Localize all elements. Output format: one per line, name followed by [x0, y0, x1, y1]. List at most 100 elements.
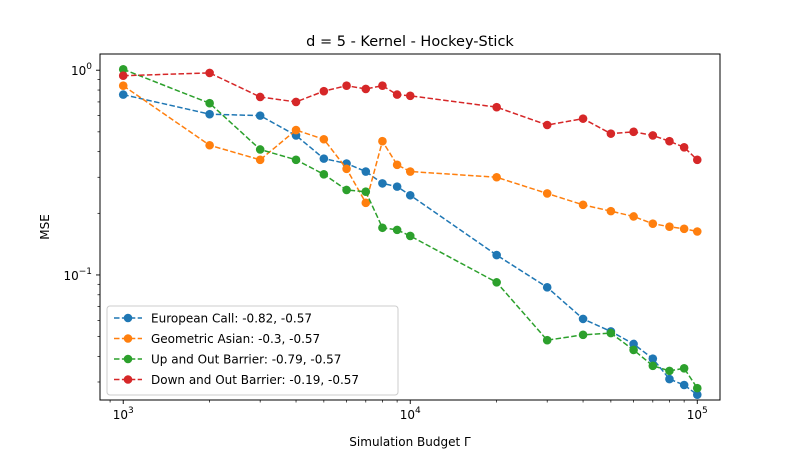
data-point — [492, 278, 501, 287]
data-point — [361, 187, 371, 197]
data-point — [361, 167, 371, 176]
data-point — [205, 109, 214, 119]
data-point — [118, 65, 128, 74]
legend-label: Up and Out Barrier: -0.79, -0.57 — [151, 353, 341, 367]
legend-label: Geometric Asian: -0.3, -0.57 — [151, 332, 320, 346]
data-point — [679, 224, 689, 234]
data-point — [665, 366, 674, 376]
data-point — [629, 339, 638, 349]
data-point — [578, 330, 588, 340]
data-point — [679, 380, 689, 390]
legend-box — [106, 305, 399, 396]
series-4 — [118, 68, 702, 165]
data-point — [118, 71, 128, 81]
data-point — [405, 190, 415, 200]
data-point — [578, 314, 588, 324]
series-1 — [118, 90, 702, 400]
data-point — [629, 212, 638, 221]
x-axis-label: Simulation Budget Γ — [349, 435, 471, 449]
data-point — [692, 155, 702, 165]
data-point — [542, 283, 552, 292]
data-point — [291, 97, 301, 107]
data-point — [342, 81, 351, 91]
data-point — [492, 250, 501, 260]
legend-item: Geometric Asian: -0.3, -0.57 — [114, 332, 320, 346]
data-point — [361, 198, 371, 208]
data-point — [392, 182, 402, 191]
data-point — [606, 129, 616, 138]
data-point — [692, 383, 702, 393]
data-point — [205, 68, 214, 78]
data-point — [692, 390, 702, 400]
x-tick-label: 104 — [400, 406, 421, 422]
data-point — [255, 145, 265, 154]
x-tick-label: 103 — [113, 406, 134, 422]
data-point — [255, 92, 265, 102]
data-point — [319, 134, 329, 144]
legend-swatch-marker — [123, 313, 133, 323]
data-point — [542, 335, 552, 345]
data-point — [392, 225, 402, 235]
data-point — [378, 179, 387, 188]
data-point — [578, 114, 588, 123]
legend-item: Down and Out Barrier: -0.19, -0.57 — [114, 373, 359, 387]
y-tick-label: 10−1 — [63, 267, 92, 283]
legend-swatch-marker — [123, 334, 133, 343]
data-point — [319, 170, 329, 179]
data-point — [319, 86, 329, 96]
legend-item: Up and Out Barrier: -0.79, -0.57 — [114, 353, 341, 367]
data-point — [606, 328, 616, 338]
y-tick-label: 100 — [71, 62, 92, 78]
data-point — [255, 111, 265, 120]
data-point — [378, 223, 387, 233]
data-point — [578, 200, 588, 210]
data-point — [342, 185, 351, 195]
data-point — [665, 374, 674, 384]
data-point — [205, 98, 214, 108]
data-point — [291, 155, 301, 165]
data-point — [492, 172, 501, 182]
data-point — [118, 90, 128, 99]
data-point — [665, 222, 674, 232]
chart-title: d = 5 - Kernel - Hockey-Stick — [306, 34, 514, 50]
data-point — [405, 231, 415, 241]
data-point — [542, 189, 552, 198]
data-point — [255, 155, 265, 165]
y-axis-label: MSE — [38, 214, 52, 240]
data-point — [629, 127, 638, 137]
legend-label: Down and Out Barrier: -0.19, -0.57 — [151, 373, 359, 387]
data-point — [629, 345, 638, 355]
data-point — [405, 167, 415, 176]
data-point — [492, 102, 501, 112]
data-point — [648, 219, 658, 228]
data-point — [692, 227, 702, 236]
data-point — [679, 143, 689, 152]
data-point — [679, 363, 689, 373]
legend-label: European Call: -0.82, -0.57 — [151, 312, 312, 326]
legend-swatch-marker — [123, 354, 133, 364]
data-point — [342, 164, 351, 174]
data-point — [361, 84, 371, 94]
data-point — [392, 90, 402, 99]
data-point — [542, 120, 552, 130]
data-point — [378, 81, 387, 91]
data-point — [392, 160, 402, 170]
data-point — [606, 206, 616, 216]
series-3 — [118, 65, 702, 393]
data-point — [648, 361, 658, 371]
legend-item: European Call: -0.82, -0.57 — [114, 312, 312, 326]
data-point — [205, 140, 214, 150]
legend: European Call: -0.82, -0.57 Geometric Asi… — [106, 305, 399, 396]
data-point — [665, 136, 674, 146]
legend-swatch-marker — [123, 375, 133, 384]
series-2 — [118, 81, 702, 236]
x-tick-label: 105 — [687, 406, 708, 422]
data-point — [648, 354, 658, 363]
data-point — [405, 91, 415, 101]
data-point — [648, 131, 658, 140]
data-point — [378, 136, 387, 146]
data-point — [118, 81, 128, 91]
data-point — [319, 154, 329, 163]
data-point — [291, 125, 301, 135]
